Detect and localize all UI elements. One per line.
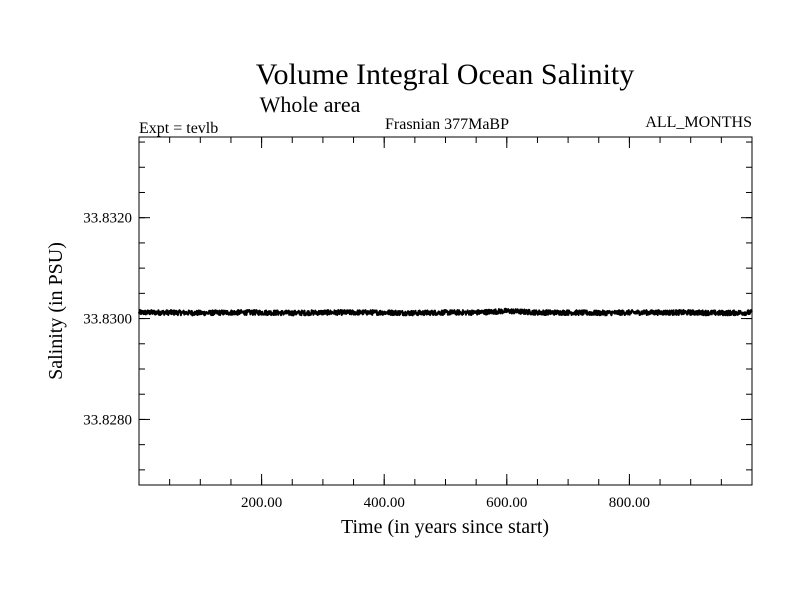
x-tick-label: 200.00 xyxy=(241,495,282,511)
period-label: Frasnian 377MaBP xyxy=(385,116,509,133)
x-axis-label: Time (in years since start) xyxy=(341,516,549,538)
y-tick-label: 33.8280 xyxy=(83,412,132,428)
y-tick-label: 33.8320 xyxy=(83,211,132,227)
x-tick-label: 800.00 xyxy=(609,495,650,511)
x-tick-label: 400.00 xyxy=(364,495,405,511)
y-axis-label: Salinity (in PSU) xyxy=(45,242,67,380)
y-tick-label: 33.8300 xyxy=(83,312,132,328)
chart-title: Volume Integral Ocean Salinity xyxy=(256,58,635,91)
salinity-series-line xyxy=(138,307,753,317)
months-label: ALL_MONTHS xyxy=(645,114,752,131)
plot-frame xyxy=(138,136,753,486)
x-axis: 200.00 400.00 600.00 800.00 xyxy=(169,137,722,511)
experiment-label: Expt = tevlb xyxy=(139,120,218,137)
chart-subtitle: Whole area xyxy=(260,92,361,117)
x-tick-label: 600.00 xyxy=(486,495,527,511)
y-axis: 33.8280 33.8300 33.8320 xyxy=(83,141,752,471)
